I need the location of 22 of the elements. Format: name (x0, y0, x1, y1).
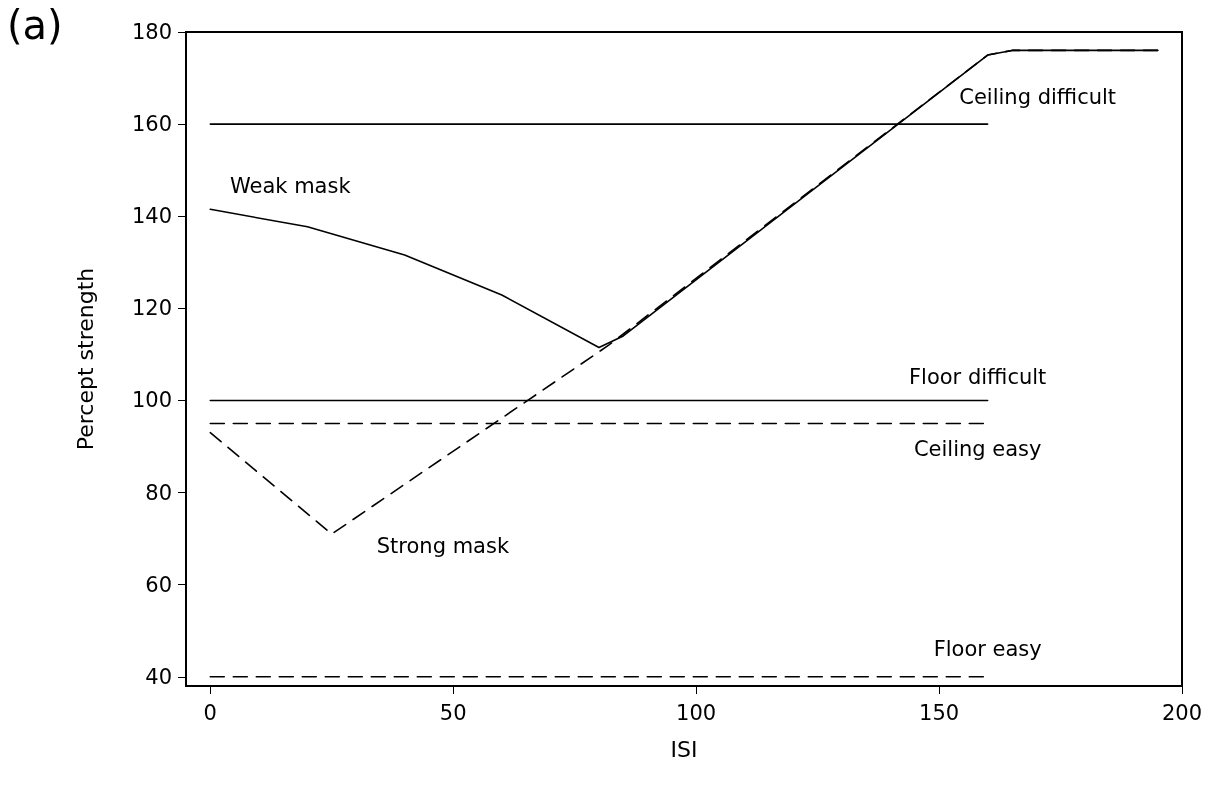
y-tick-label: 40 (145, 664, 172, 689)
x-tick-label: 100 (676, 700, 717, 725)
y-tick-label: 80 (145, 480, 172, 505)
x-tick-label: 50 (439, 700, 467, 725)
x-axis-title: ISI (670, 736, 698, 762)
y-tick-label: 100 (131, 388, 172, 413)
chart-title: (a) (7, 2, 63, 48)
y-tick-label: 180 (131, 20, 172, 44)
series-label: Floor easy (933, 637, 1042, 662)
x-tick-label: 200 (1161, 700, 1203, 725)
y-tick-label: 120 (131, 296, 172, 321)
y-tick-label: 60 (145, 572, 172, 597)
x-tick-label: 150 (919, 700, 960, 725)
series-label: Strong mask (376, 534, 510, 559)
y-tick-label: 160 (131, 112, 172, 137)
series-label: Ceiling difficult (959, 84, 1117, 109)
series-label: Weak mask (230, 173, 352, 198)
x-tick-label: 0 (203, 700, 217, 725)
series-label: Ceiling easy (913, 436, 1042, 461)
y-tick-label: 140 (131, 204, 172, 229)
y-axis-title: Percept strength (72, 267, 98, 451)
series-label: Floor difficult (909, 364, 1047, 389)
